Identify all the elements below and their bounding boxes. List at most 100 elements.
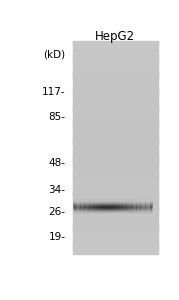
Bar [109,200,110,212]
Bar [73,125,158,127]
Bar [111,200,113,212]
Bar [123,200,124,212]
Bar [125,200,127,212]
Bar [73,63,158,64]
Bar [73,208,158,210]
Bar [87,200,88,212]
Bar [73,88,158,90]
Bar [73,176,158,178]
Bar [73,116,158,117]
Bar [73,210,158,212]
Bar [73,77,158,79]
Bar [82,200,83,212]
Bar [73,109,158,111]
Bar [73,48,158,49]
Bar [73,190,158,192]
Bar [73,211,158,213]
Bar [107,200,109,212]
Bar [74,202,151,203]
Bar [73,179,158,181]
Bar [73,189,158,190]
Bar [73,194,158,196]
Bar [73,181,158,182]
Bar [73,128,158,130]
Bar [73,79,158,80]
Bar [73,59,158,61]
Bar [84,200,86,212]
Bar [120,200,121,212]
Bar [73,184,158,185]
Bar [73,205,158,206]
Bar [73,141,158,143]
Bar [73,118,158,119]
Bar [73,172,158,173]
Bar [73,104,158,106]
Bar [74,203,151,204]
Bar [74,205,151,206]
Bar [73,136,158,137]
Bar [73,174,158,176]
Bar [73,166,158,167]
Bar [74,205,151,206]
Bar [73,41,158,43]
Bar [73,120,158,122]
Bar [73,46,158,48]
Bar [73,191,158,193]
Bar [73,135,158,136]
Text: 19-: 19- [48,232,65,242]
Text: (kD): (kD) [43,50,65,60]
Bar [73,177,158,179]
Bar [73,89,158,91]
Bar [73,83,158,84]
Bar [74,200,151,201]
Bar [74,200,76,212]
Bar [105,200,106,212]
Bar [92,200,93,212]
Bar [73,214,158,216]
Bar [73,142,158,144]
Bar [73,123,158,125]
Bar [138,200,139,212]
Text: HepG2: HepG2 [95,30,135,43]
Bar [73,196,158,198]
Bar [74,201,151,202]
Bar [74,208,151,209]
Bar [139,200,141,212]
Bar [73,110,158,112]
Bar [73,237,158,239]
Bar [73,224,158,226]
Bar [73,165,158,166]
Bar [73,130,158,132]
Bar [73,102,158,104]
Bar [73,95,158,97]
Bar [73,146,158,147]
Bar [74,211,151,212]
Bar [73,44,158,46]
Bar [73,173,158,175]
Bar [77,200,78,212]
Bar [73,232,158,233]
Bar [73,121,158,122]
Bar [134,200,136,212]
Bar [83,200,84,212]
Bar [73,76,158,78]
Bar [101,200,102,212]
Bar [143,200,144,212]
Text: 26-: 26- [48,207,65,217]
Bar [73,148,158,149]
Bar [136,200,137,212]
Text: 48-: 48- [48,158,65,168]
Bar [130,200,132,212]
Bar [74,209,151,210]
Bar [73,206,158,208]
Bar [73,124,158,126]
Bar [73,94,158,96]
Bar [73,252,158,253]
Bar [74,210,151,211]
Bar [73,119,158,120]
Bar [148,200,149,212]
Bar [73,195,158,197]
Bar [149,200,151,212]
Bar [73,182,158,183]
Bar [73,203,158,204]
